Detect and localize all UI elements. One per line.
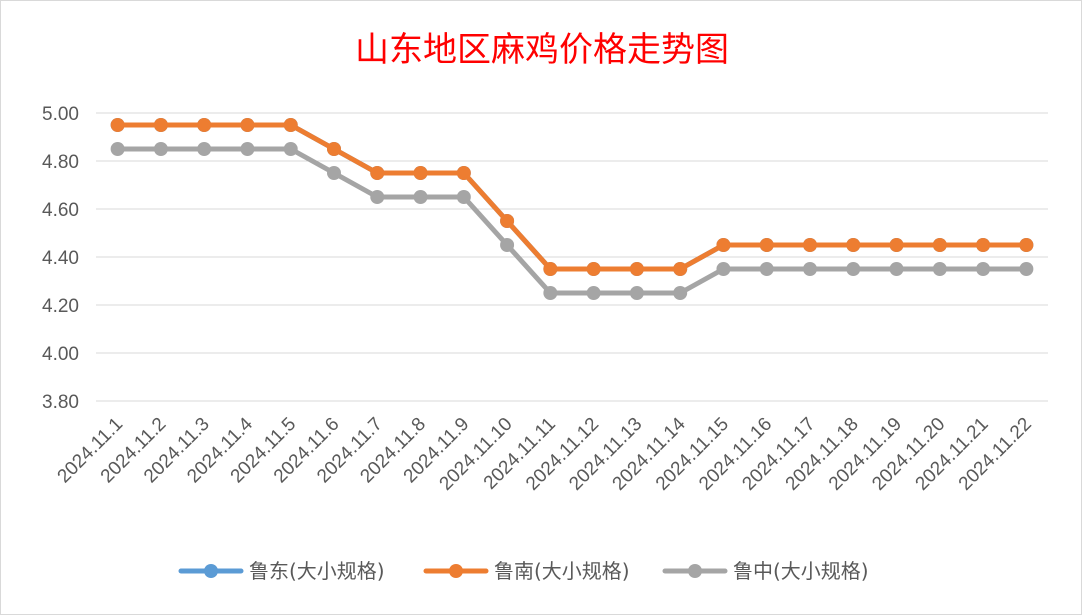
y-axis: 3.80 4.00 4.20 4.40 4.60 4.80 5.00 xyxy=(42,104,79,413)
data-point xyxy=(327,166,341,180)
data-point xyxy=(803,238,817,252)
legend-label: 鲁东(大小规格) xyxy=(249,559,385,583)
y-tick-label: 3.80 xyxy=(42,392,79,413)
data-point xyxy=(889,238,904,252)
legend-swatch-marker xyxy=(204,564,218,578)
series-3 xyxy=(110,142,1034,300)
data-point xyxy=(197,142,212,156)
series-line xyxy=(115,146,1029,296)
data-point xyxy=(370,190,385,204)
data-point xyxy=(803,262,817,276)
series-1 xyxy=(110,118,1034,276)
data-point xyxy=(327,142,341,156)
series-group xyxy=(110,118,1034,300)
data-point xyxy=(586,262,601,276)
legend-item[interactable]: 鲁中(大小规格) xyxy=(662,559,869,583)
data-point xyxy=(976,262,991,276)
data-point xyxy=(1019,238,1034,252)
chart-title: 山东地区麻鸡价格走势图 xyxy=(355,30,729,70)
legend[interactable]: 鲁东(大小规格) 鲁南(大小规格) 鲁中(大小规格) xyxy=(178,559,869,583)
data-point xyxy=(673,286,688,300)
data-point xyxy=(543,262,558,276)
data-point xyxy=(110,118,125,132)
data-point xyxy=(543,286,558,300)
data-point xyxy=(240,142,255,156)
data-point xyxy=(629,262,644,276)
data-point xyxy=(110,142,125,156)
data-point xyxy=(976,238,991,252)
series-line xyxy=(115,122,1029,272)
series-2 xyxy=(110,118,1034,276)
legend-swatch-marker xyxy=(688,564,702,578)
data-point xyxy=(456,166,471,180)
data-point xyxy=(153,142,168,156)
legend-item[interactable]: 鲁东(大小规格) xyxy=(178,559,385,583)
data-point xyxy=(283,142,298,156)
data-point xyxy=(759,238,774,252)
y-tick-label: 5.00 xyxy=(42,104,79,125)
legend-label: 鲁中(大小规格) xyxy=(733,559,869,583)
legend-label: 鲁南(大小规格) xyxy=(494,559,630,583)
data-point xyxy=(629,286,644,300)
data-point xyxy=(846,262,861,276)
data-point xyxy=(932,238,947,252)
data-point xyxy=(673,262,688,276)
data-point xyxy=(197,118,212,132)
data-point xyxy=(1019,262,1034,276)
y-tick-label: 4.00 xyxy=(42,344,79,365)
x-axis: 2024.11.12024.11.22024.11.32024.11.42024… xyxy=(54,413,1036,494)
data-point xyxy=(240,118,255,132)
data-point xyxy=(283,118,298,132)
legend-item[interactable]: 鲁南(大小规格) xyxy=(423,559,630,583)
data-point xyxy=(716,262,731,276)
y-tick-label: 4.60 xyxy=(42,200,79,221)
data-point xyxy=(500,214,515,228)
data-point xyxy=(456,190,471,204)
data-point xyxy=(153,118,168,132)
data-point xyxy=(932,262,947,276)
data-point xyxy=(413,190,428,204)
y-tick-label: 4.40 xyxy=(42,248,79,269)
data-point xyxy=(889,262,904,276)
data-point xyxy=(846,238,861,252)
legend-swatch-marker xyxy=(449,564,463,578)
data-point xyxy=(586,286,601,300)
data-point xyxy=(370,166,385,180)
data-point xyxy=(759,262,774,276)
data-point xyxy=(716,238,731,252)
y-tick-label: 4.20 xyxy=(42,296,79,317)
data-point xyxy=(500,238,515,252)
gridlines xyxy=(96,112,1048,402)
data-point xyxy=(413,166,428,180)
y-tick-label: 4.80 xyxy=(42,152,79,173)
